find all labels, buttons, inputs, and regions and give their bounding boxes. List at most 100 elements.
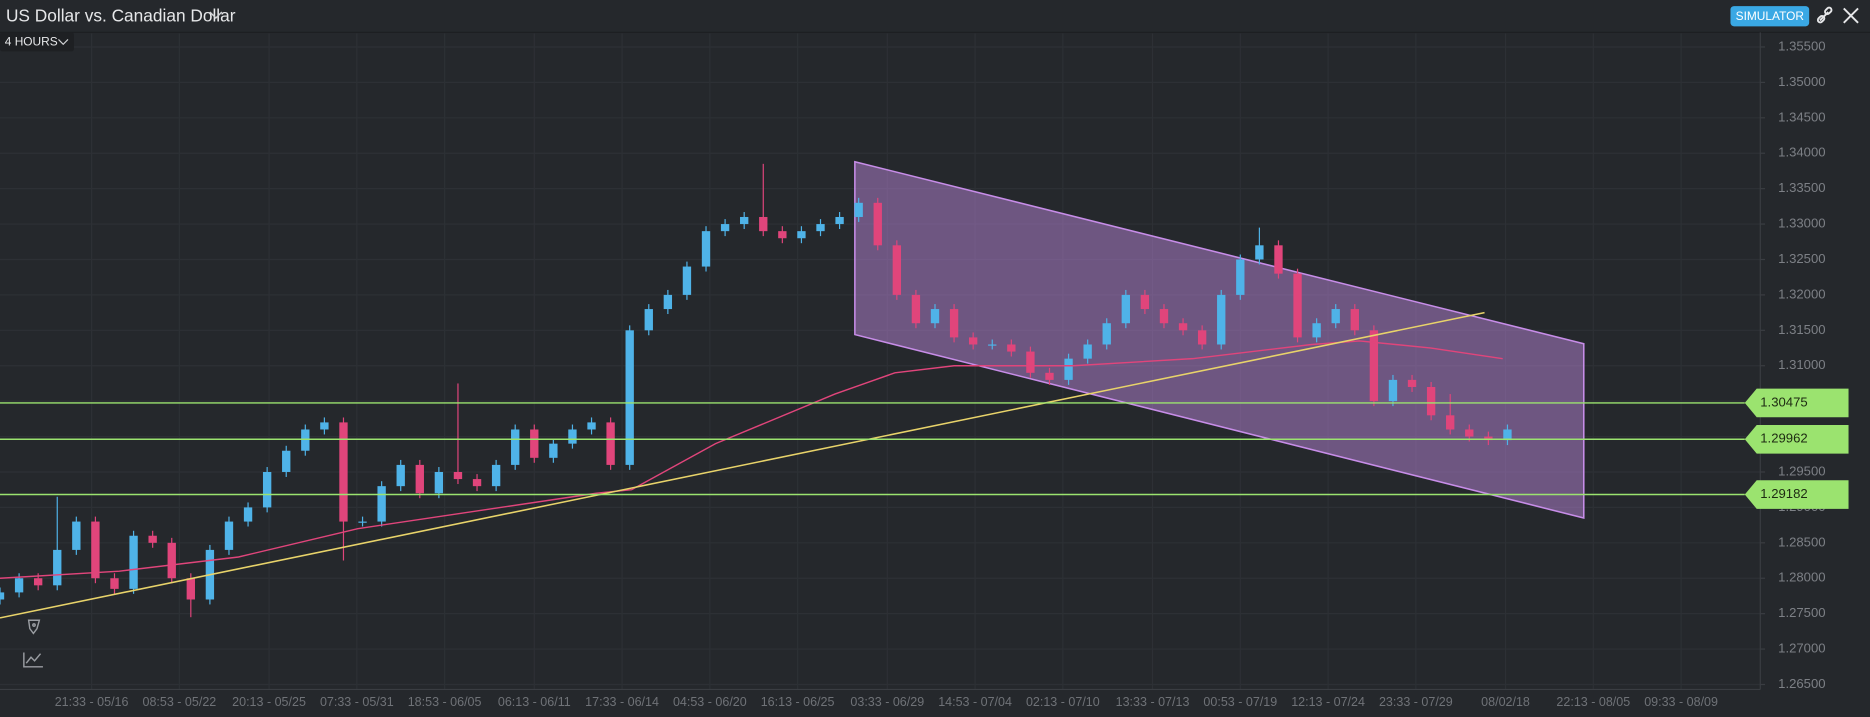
plot-area <box>0 33 1761 690</box>
x-tick-label: 02:13 - 07/10 <box>1026 695 1100 709</box>
drawing-tool-icon[interactable] <box>27 619 41 635</box>
x-tick-label: 21:33 - 05/16 <box>55 695 129 709</box>
chart-title[interactable]: US Dollar vs. Canadian Dollar <box>6 5 236 25</box>
candle-body <box>1465 429 1474 437</box>
x-tick-label: 16:13 - 06/25 <box>761 695 835 709</box>
x-tick-label: 18:53 - 06/05 <box>408 695 482 709</box>
x-tick-label: 20:13 - 05/25 <box>232 695 306 709</box>
candle-body <box>129 535 138 589</box>
candle-body <box>148 535 157 543</box>
candle-body <box>1178 323 1188 331</box>
y-tick-label: 1.28500 <box>1778 534 1825 549</box>
candle-body <box>1369 330 1379 402</box>
candle-body <box>33 578 43 586</box>
candle-body <box>549 443 558 458</box>
candle-body <box>53 549 62 586</box>
candle-body <box>720 224 730 232</box>
y-tick-label: 1.35500 <box>1778 38 1825 53</box>
candle-body <box>1446 415 1455 430</box>
y-tick-label: 1.33000 <box>1778 216 1825 231</box>
timeframe-dropdown-icon[interactable] <box>58 39 69 46</box>
candle-body <box>1388 379 1398 402</box>
indicator-icon[interactable] <box>23 652 43 668</box>
price-level-tag <box>1744 424 1849 454</box>
candle-body <box>778 231 787 239</box>
candle-body <box>472 479 482 487</box>
candle-body <box>816 224 825 232</box>
y-tick-label: 1.28000 <box>1778 570 1825 585</box>
candle-body <box>1503 429 1512 441</box>
candle-body <box>530 429 539 458</box>
candle-body <box>1274 245 1283 274</box>
simulator-badge-label[interactable]: SIMULATOR <box>1736 9 1805 23</box>
candle-body <box>1331 309 1340 324</box>
candle-body <box>339 422 348 522</box>
moving-average-line <box>0 340 1503 579</box>
candle-body <box>968 337 978 345</box>
candle-body <box>1159 309 1169 324</box>
candle-body <box>358 521 367 523</box>
candle-body <box>1197 330 1207 345</box>
candle-body <box>759 216 768 232</box>
x-tick-label: 07:33 - 05/31 <box>320 695 394 709</box>
candle-body <box>110 578 119 589</box>
candle-body <box>262 471 272 508</box>
candle-body <box>1140 294 1150 310</box>
candle-body <box>701 231 711 267</box>
y-tick-label: 1.27500 <box>1778 605 1825 620</box>
x-tick-label: 13:33 - 07/13 <box>1116 695 1190 709</box>
x-tick-label: 14:53 - 07/04 <box>938 695 1012 709</box>
candle-body <box>644 309 653 331</box>
price-level-label: 1.30475 <box>1760 394 1807 409</box>
candle-body <box>988 344 997 346</box>
candle-body <box>1045 372 1054 380</box>
candle-body <box>1217 294 1226 345</box>
close-button[interactable] <box>1843 7 1859 24</box>
price-level-label: 1.29962 <box>1760 431 1807 446</box>
candle-body <box>453 471 463 480</box>
candle-body <box>1236 259 1245 295</box>
timeframe-button[interactable] <box>0 32 74 52</box>
candle-body <box>663 294 673 310</box>
x-tick-label: 23:33 - 07/29 <box>1379 695 1453 709</box>
candle-body <box>835 216 844 225</box>
x-tick-label: 17:33 - 06/14 <box>585 695 659 709</box>
y-tick-label: 1.29500 <box>1778 463 1825 478</box>
candle-body <box>72 521 81 550</box>
y-tick-label: 1.26500 <box>1778 676 1825 691</box>
trendline <box>0 311 1485 619</box>
candle-body <box>1102 323 1111 345</box>
candle-body <box>873 202 882 246</box>
candle-body <box>511 429 520 465</box>
candle-body <box>224 521 234 550</box>
timeframe-label[interactable]: 4 HOURS <box>5 35 58 49</box>
candle-body <box>682 266 692 295</box>
y-tick-label: 1.32500 <box>1778 251 1825 266</box>
y-tick-label: 1.31000 <box>1778 357 1825 372</box>
candle-body <box>625 330 634 465</box>
candle-body <box>1312 323 1321 338</box>
candle-body <box>320 422 329 430</box>
candle-body <box>1026 351 1035 373</box>
link-icon[interactable] <box>1816 6 1833 24</box>
candle-body <box>377 486 386 522</box>
y-tick-label: 1.31500 <box>1778 322 1825 337</box>
candle-body <box>415 464 424 494</box>
candle-body <box>167 542 176 579</box>
y-tick-label: 1.32000 <box>1778 286 1825 301</box>
candle-body <box>740 216 749 225</box>
candle-body <box>1293 273 1302 338</box>
candle-body <box>568 429 577 444</box>
simulator-badge[interactable] <box>1730 6 1810 27</box>
price-level-tag <box>1744 480 1849 509</box>
title-dropdown-icon[interactable] <box>209 11 223 20</box>
x-tick-label: 04:53 - 06/20 <box>673 695 747 709</box>
x-tick-label: 08/02/18 <box>1481 695 1530 709</box>
candle-body <box>854 202 863 217</box>
candle-body <box>892 245 902 295</box>
x-tick-label: 22:13 - 08/05 <box>1556 695 1630 709</box>
candle-body <box>1083 344 1092 359</box>
y-tick-label: 1.35000 <box>1778 74 1825 89</box>
